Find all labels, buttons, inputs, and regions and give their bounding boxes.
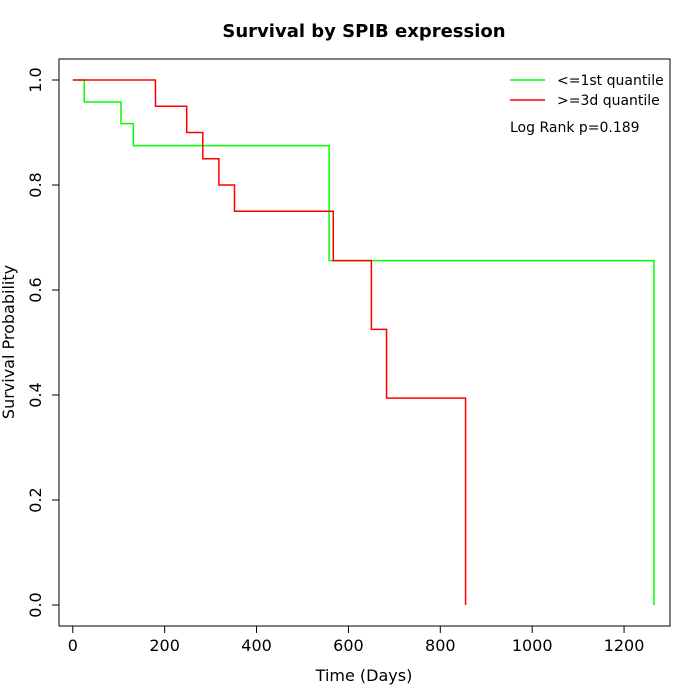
- x-tick-label: 1200: [604, 636, 645, 655]
- plot-frame: [58, 58, 671, 627]
- x-tick-label: 200: [149, 636, 180, 655]
- x-tick-label: 800: [425, 636, 456, 655]
- legend: <=1st quantile >=3d quantile: [510, 73, 664, 109]
- x-axis-label: Time (Days): [315, 666, 413, 685]
- series-line-1: [72, 79, 467, 605]
- x-tick-label: 600: [333, 636, 364, 655]
- y-axis-label: Survival Probability: [0, 265, 18, 419]
- series-line-0: [72, 79, 655, 605]
- axis-ticks: 0 200 400 600 800 1000 1200 0.0 0.2 0.4 0.6 0.8 1.0: [26, 67, 644, 655]
- y-tick-label: 0.2: [26, 487, 45, 512]
- log-rank-annotation: Log Rank p=0.189: [510, 120, 640, 136]
- legend-label-0: <=1st quantile: [557, 73, 664, 89]
- x-tick-label: 400: [241, 636, 272, 655]
- x-tick-label: 0: [68, 636, 78, 655]
- y-tick-label: 0.6: [26, 277, 45, 302]
- y-tick-label: 0.0: [26, 592, 45, 617]
- y-tick-label: 0.8: [26, 172, 45, 197]
- chart-title: Survival by SPIB expression: [222, 21, 505, 42]
- x-tick-label: 1000: [512, 636, 553, 655]
- y-tick-label: 0.4: [26, 382, 45, 407]
- series-layer: [72, 79, 655, 605]
- legend-label-1: >=3d quantile: [557, 93, 660, 109]
- y-tick-label: 1.0: [26, 67, 45, 92]
